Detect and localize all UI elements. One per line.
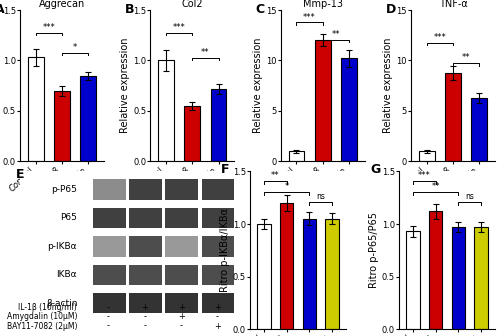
Text: +: + [214,303,221,312]
Bar [28,57,44,161]
Y-axis label: Relative expression: Relative expression [384,38,394,133]
Text: ns: ns [316,193,326,201]
Text: ***: *** [303,13,316,22]
Bar [129,293,162,313]
Bar [184,106,200,161]
Bar [202,293,234,313]
Bar [445,73,461,161]
Bar [210,89,226,161]
Bar [452,227,466,329]
Text: ***: *** [418,171,430,180]
Text: ***: *** [42,23,56,32]
Bar [165,264,198,285]
Text: +: + [178,303,184,312]
Y-axis label: Relative expression: Relative expression [253,38,263,133]
Bar [92,293,126,313]
Text: +: + [214,322,221,331]
Bar [129,179,162,200]
Bar [92,264,126,285]
Text: p-P65: p-P65 [52,185,77,194]
Bar [92,208,126,228]
Text: C: C [256,2,264,15]
Text: -: - [180,322,182,331]
Bar [54,91,70,161]
Bar [202,236,234,257]
Text: B: B [125,2,134,15]
Bar [326,219,339,329]
Text: G: G [370,164,380,176]
Text: **: ** [201,48,209,57]
Bar [129,236,162,257]
Bar [280,203,293,329]
Text: **: ** [332,30,340,39]
Text: ***: *** [173,23,186,32]
Text: BAY11-7082 (2μM): BAY11-7082 (2μM) [6,322,77,331]
Bar [165,293,198,313]
Text: -: - [107,322,110,331]
Bar [165,208,198,228]
Bar [92,236,126,257]
Bar [80,76,96,161]
Bar [202,179,234,200]
Text: *: * [284,182,288,191]
Bar [315,40,330,161]
Text: A: A [0,2,4,15]
Bar [257,224,270,329]
Bar [129,208,162,228]
Text: **: ** [462,53,470,62]
Bar [165,179,198,200]
Text: +: + [142,303,148,312]
Bar [202,208,234,228]
Text: Amygdalin (10μM): Amygdalin (10μM) [6,312,77,321]
Bar [165,236,198,257]
Text: **: ** [432,182,440,191]
Title: Aggrecan: Aggrecan [39,0,85,9]
Title: Mmp-13: Mmp-13 [302,0,343,9]
Bar [302,219,316,329]
Bar [92,179,126,200]
Text: F: F [221,164,230,176]
Bar [341,58,357,161]
Y-axis label: Relative expression: Relative expression [120,38,130,133]
Text: -: - [144,322,146,331]
Title: Col2: Col2 [182,0,203,9]
Text: E: E [16,168,24,181]
Bar [158,60,174,161]
Text: ns: ns [466,193,474,201]
Bar [202,264,234,285]
Text: IL-1β (10ng/ml): IL-1β (10ng/ml) [18,303,77,312]
Bar [288,151,304,161]
Bar [129,264,162,285]
Text: ***: *** [434,33,446,42]
Text: IKBα: IKBα [56,270,77,279]
Text: -: - [107,312,110,321]
Text: +: + [178,312,184,321]
Y-axis label: Ritro p-IKBα/IKBα: Ritro p-IKBα/IKBα [220,208,230,292]
Bar [428,211,442,329]
Text: D: D [386,2,396,15]
Bar [406,232,419,329]
Text: P65: P65 [60,213,77,222]
Text: **: ** [271,171,280,180]
Bar [472,98,487,161]
Title: TNF-α: TNF-α [438,0,468,9]
Bar [419,151,434,161]
Text: β-actin: β-actin [46,299,77,308]
Text: -: - [216,312,219,321]
Text: p-IKBα: p-IKBα [48,242,77,251]
Bar [474,227,488,329]
Text: -: - [144,312,146,321]
Y-axis label: Ritro p-P65/P65: Ritro p-P65/P65 [369,212,379,288]
Text: *: * [73,43,78,52]
Text: -: - [107,303,110,312]
